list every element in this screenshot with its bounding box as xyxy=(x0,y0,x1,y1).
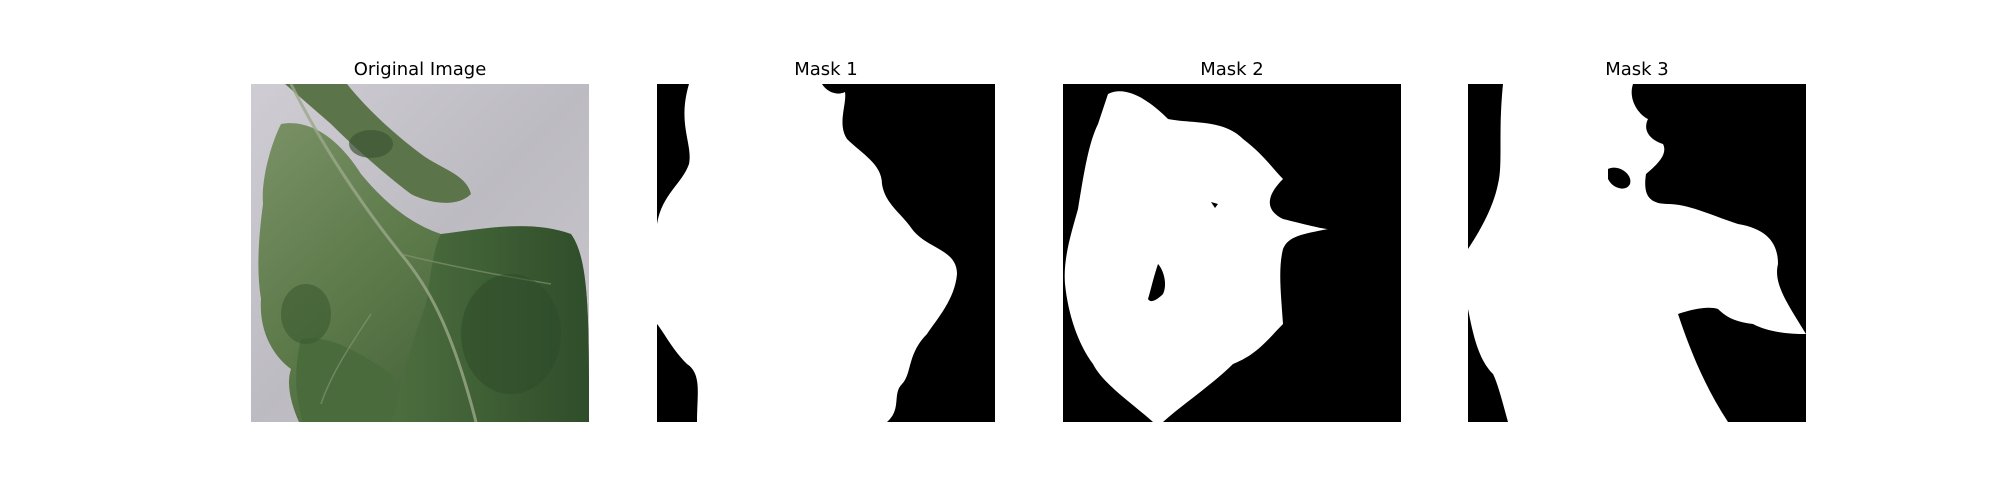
mask-2-image xyxy=(1063,84,1401,422)
panel-title: Mask 2 xyxy=(1200,59,1264,80)
panel-mask-2: Mask 2 xyxy=(1063,56,1401,422)
panel-mask-3: Mask 3 xyxy=(1468,56,1806,422)
leaf-photo xyxy=(251,84,589,422)
mask-3-image xyxy=(1468,84,1806,422)
panel-title: Mask 1 xyxy=(794,59,858,80)
mask-1-image xyxy=(657,84,995,422)
panel-original-image: Original Image xyxy=(251,56,589,422)
panel-title: Mask 3 xyxy=(1605,59,1669,80)
panel-title: Original Image xyxy=(353,59,487,80)
panel-mask-1: Mask 1 xyxy=(657,56,995,422)
